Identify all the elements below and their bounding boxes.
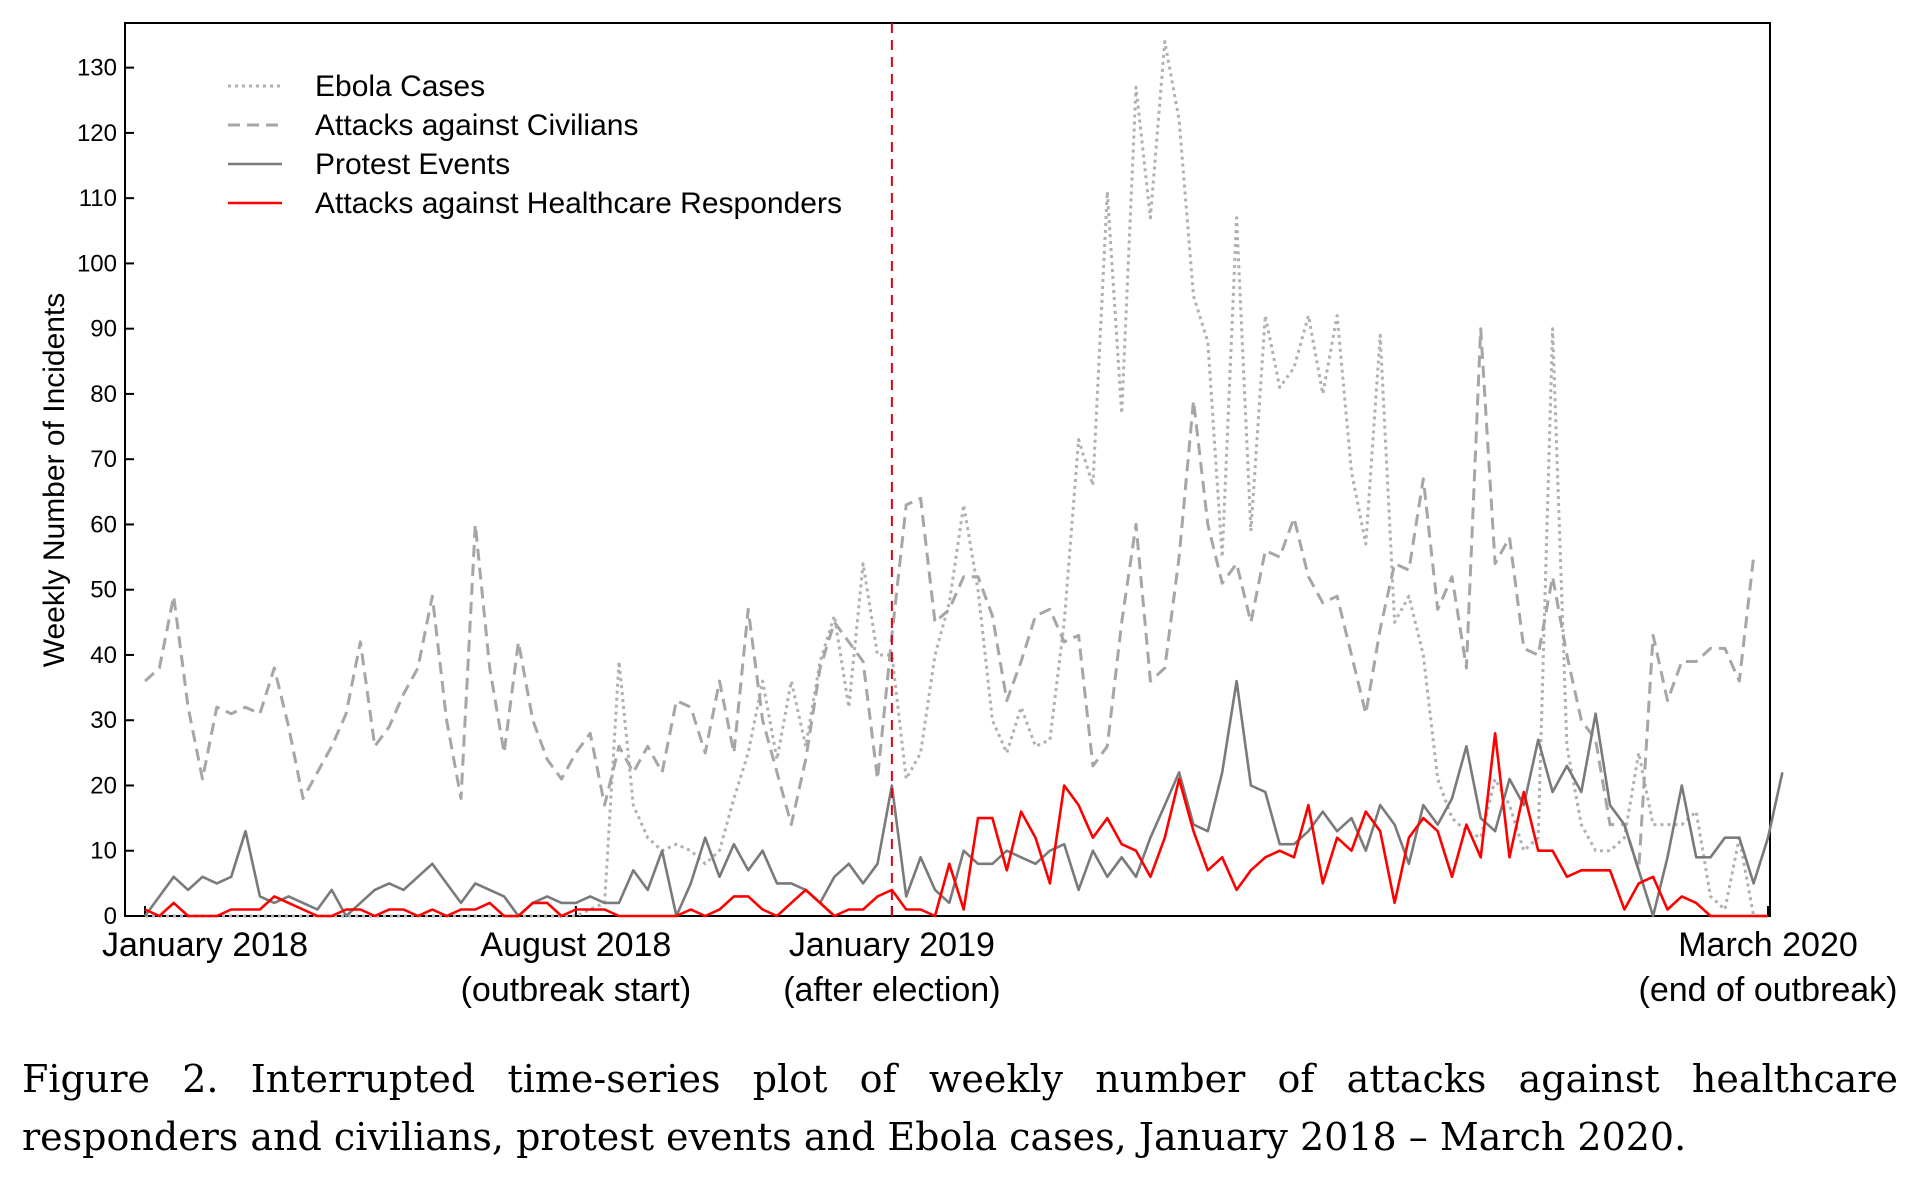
y-tick-label: 130 — [77, 55, 117, 82]
y-tick-label: 100 — [77, 250, 117, 277]
x-tick-sublabel: (outbreak start) — [461, 971, 692, 1009]
series-line-0 — [145, 40, 1768, 918]
y-tick-label: 110 — [79, 185, 117, 212]
x-tick-sublabel: (end of outbreak) — [1639, 971, 1898, 1009]
x-tick-sublabel: (after election) — [783, 971, 1000, 1009]
plot-area — [124, 22, 1771, 917]
series-line-2 — [143, 679, 1784, 918]
caption-text: Figure 2. Interrupted time-series plot o… — [22, 1057, 1898, 1159]
legend-label: Attacks against Civilians — [315, 109, 638, 142]
x-tick-label: March 2020 — [1678, 926, 1858, 964]
y-tick-label: 70 — [90, 446, 117, 473]
y-tick-label: 30 — [90, 707, 117, 734]
legend: Ebola Cases Attacks against Civilians Prot… — [228, 70, 842, 220]
x-axis: January 2018 August 2018 (outbreak start) J… — [102, 906, 1897, 1009]
x-tick-label: August 2018 — [480, 926, 671, 964]
y-tick-label: 40 — [90, 642, 117, 669]
legend-label: Attacks against Healthcare Responders — [315, 187, 842, 220]
series-line-1 — [143, 327, 1756, 872]
y-tick-label: 90 — [90, 316, 117, 343]
x-tick-label: January 2019 — [789, 926, 995, 964]
y-tick-label: 50 — [90, 577, 117, 604]
x-tick-label: January 2018 — [102, 926, 308, 964]
y-axis: 0 10 20 30 40 50 60 70 80 90 100 110 120 130 — [77, 55, 134, 930]
y-tick-label: 20 — [90, 772, 117, 799]
y-axis-label: Weekly Number of Incidents — [38, 293, 71, 668]
y-tick-label: 80 — [90, 381, 117, 408]
y-tick-label: 60 — [90, 511, 117, 538]
y-tick-label: 120 — [77, 120, 117, 147]
figure-caption: Figure 2. Interrupted time-series plot o… — [22, 1050, 1898, 1166]
series-lines — [143, 40, 1784, 918]
time-series-chart: 0 10 20 30 40 50 60 70 80 90 100 110 120 130 January … — [38, 22, 1897, 1009]
legend-label: Protest Events — [315, 148, 510, 181]
y-tick-label: 10 — [90, 838, 117, 865]
legend-label: Ebola Cases — [315, 70, 485, 103]
series-line-3 — [144, 731, 1768, 918]
y-tick-label: 0 — [104, 903, 117, 930]
